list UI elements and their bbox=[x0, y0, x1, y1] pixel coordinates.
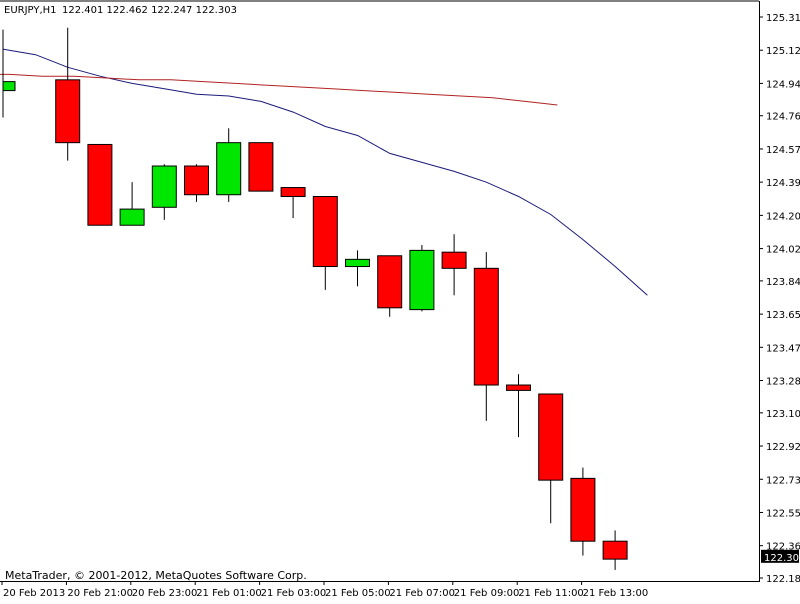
price-tick-label: 124.940 bbox=[766, 79, 800, 90]
candle bbox=[248, 142, 274, 192]
time-tick-label: 21 Feb 11:00 bbox=[518, 588, 584, 599]
candle bbox=[151, 164, 177, 220]
price-tick-label: 124.575 bbox=[766, 145, 800, 156]
price-tick-label: 122.185 bbox=[766, 574, 800, 585]
time-tick-label: 20 Feb 21:00 bbox=[67, 588, 133, 599]
candle bbox=[216, 128, 242, 202]
candle bbox=[345, 250, 370, 287]
time-tick-label: 20 Feb 23:00 bbox=[132, 588, 198, 599]
candle bbox=[55, 27, 81, 161]
moving-averages bbox=[0, 48, 648, 296]
price-tick-label: 123.840 bbox=[766, 277, 800, 288]
candle bbox=[87, 143, 113, 226]
candle bbox=[409, 244, 435, 312]
candle-body bbox=[409, 249, 435, 311]
candle bbox=[506, 374, 531, 438]
price-tick-label: 125.310 bbox=[766, 13, 800, 24]
candle-body bbox=[441, 251, 467, 269]
current-price-marker: 122.303 bbox=[761, 549, 800, 564]
candle-body bbox=[538, 393, 564, 481]
price-tick-label: 122.365 bbox=[766, 542, 800, 553]
time-tick-label: 21 Feb 09:00 bbox=[454, 588, 520, 599]
candle bbox=[2, 29, 16, 118]
price-tick-label: 124.205 bbox=[766, 211, 800, 222]
candle-body bbox=[345, 258, 370, 268]
candles bbox=[2, 27, 628, 570]
price-tick-label: 124.390 bbox=[766, 178, 800, 189]
price-tick-label: 122.735 bbox=[766, 475, 800, 486]
candle-body bbox=[506, 384, 531, 391]
candle-body bbox=[119, 208, 145, 226]
price-tick-label: 123.655 bbox=[766, 310, 800, 321]
candle-body bbox=[2, 81, 16, 92]
candle-body bbox=[280, 187, 306, 198]
price-tick-label: 123.105 bbox=[766, 409, 800, 420]
candle bbox=[473, 252, 499, 421]
time-tick-label: 20 Feb 2013 bbox=[3, 588, 65, 599]
price-tick-label: 124.020 bbox=[766, 245, 800, 256]
ohlc-label: 122.401 122.462 122.247 122.303 bbox=[62, 5, 237, 16]
candle-body bbox=[602, 540, 628, 560]
candle-body bbox=[248, 142, 274, 192]
time-tick-label: 21 Feb 05:00 bbox=[325, 588, 391, 599]
candle-body bbox=[473, 267, 499, 386]
slow-moving-average-line bbox=[0, 73, 558, 106]
price-tick-label: 125.125 bbox=[766, 46, 800, 57]
time-tick-label: 21 Feb 03:00 bbox=[261, 588, 327, 599]
candle-body bbox=[216, 142, 242, 196]
plot-frame bbox=[0, 0, 760, 582]
candle-body bbox=[184, 165, 209, 196]
time-tick-label: 21 Feb 07:00 bbox=[389, 588, 455, 599]
price-tick-label: 123.285 bbox=[766, 377, 800, 388]
candle-body bbox=[55, 79, 81, 144]
candle-body bbox=[312, 196, 338, 268]
candle bbox=[119, 182, 145, 226]
candle bbox=[280, 187, 306, 219]
candle-body bbox=[570, 477, 596, 542]
price-tick-label: 124.760 bbox=[766, 112, 800, 123]
candle bbox=[570, 467, 596, 556]
price-tick-label: 122.920 bbox=[766, 442, 800, 453]
candle-body bbox=[151, 165, 177, 208]
current-price-label: 122.303 bbox=[764, 553, 800, 564]
price-axis: 125.310 125.125 124.940 124.760 124.575 124.3… bbox=[759, 13, 800, 585]
copyright-label: MetaTrader, © 2001-2012, MetaQuotes Soft… bbox=[5, 569, 307, 582]
candle-body bbox=[377, 255, 403, 309]
price-tick-label: 122.550 bbox=[766, 508, 800, 519]
price-tick-label: 123.470 bbox=[766, 343, 800, 354]
candle bbox=[441, 234, 467, 296]
candle bbox=[602, 530, 628, 570]
candle bbox=[184, 164, 209, 202]
candle-body bbox=[87, 143, 113, 226]
current-price-bg bbox=[761, 549, 799, 563]
candle bbox=[312, 196, 338, 290]
time-tick-label: 21 Feb 01:00 bbox=[196, 588, 262, 599]
candle bbox=[377, 255, 403, 317]
candle bbox=[538, 393, 564, 524]
symbol-label: EURJPY,H1 bbox=[4, 5, 57, 16]
time-tick-label: 21 Feb 13:00 bbox=[583, 588, 649, 599]
